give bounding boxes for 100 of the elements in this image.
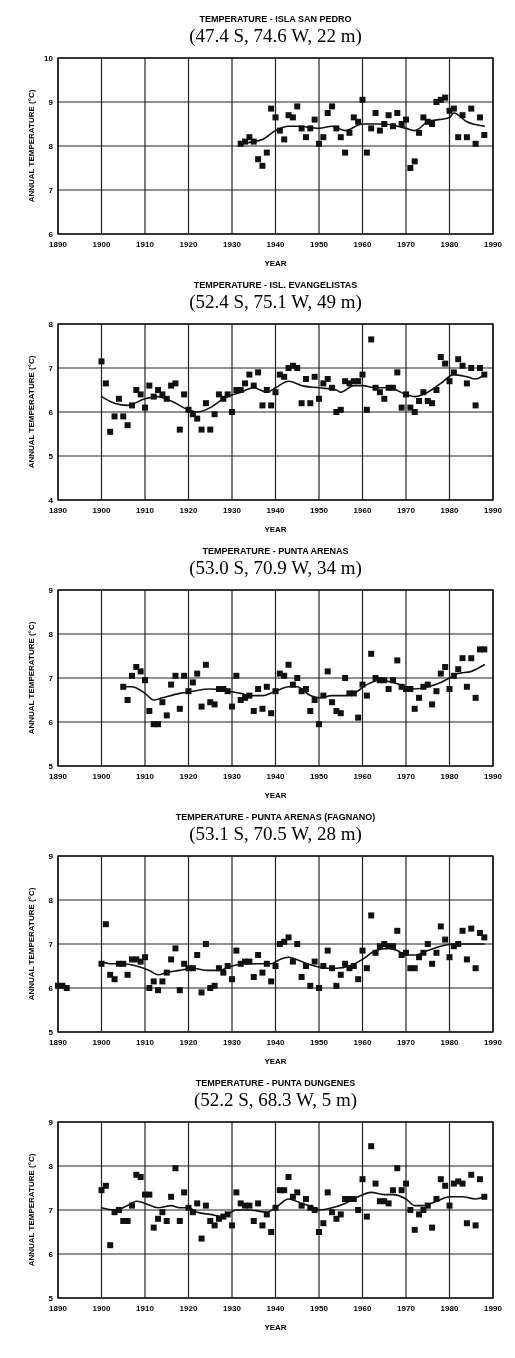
y-tick-label: 8	[48, 1162, 54, 1171]
point	[368, 125, 375, 132]
x-tick-label: 1970	[397, 1038, 416, 1047]
point	[372, 110, 379, 116]
x-tick-label: 1900	[92, 1304, 111, 1313]
x-tick-label: 1900	[92, 1038, 111, 1047]
chart-subtitle: (52.2 S, 68.3 W, 5 m)	[193, 1089, 358, 1111]
y-tick-label: 8	[48, 896, 54, 905]
x-tick-label: 1990	[484, 772, 503, 781]
x-tick-label: 1910	[136, 1304, 155, 1313]
point	[455, 134, 462, 141]
x-tick-label: 1980	[440, 772, 459, 781]
x-tick-label: 1940	[266, 506, 285, 515]
y-tick-label: 6	[48, 1250, 54, 1259]
x-tick-label: 1950	[310, 506, 329, 515]
point	[324, 110, 331, 116]
point	[450, 105, 457, 112]
y-tick-label: 5	[48, 452, 54, 461]
y-tick-label: 9	[48, 852, 54, 861]
x-tick-label: 1930	[223, 772, 242, 781]
y-axis-title: ANNUAL TEMPERATURE (°C)	[27, 355, 36, 469]
y-tick-label: 9	[48, 98, 54, 107]
x-tick-label: 1930	[223, 506, 242, 515]
y-tick-label: 6	[48, 984, 54, 993]
x-tick-label: 1990	[484, 1304, 503, 1313]
x-tick-label: 1970	[397, 1304, 416, 1313]
point	[320, 134, 327, 141]
x-tick-label: 1970	[397, 506, 416, 515]
x-axis-title: YEAR	[264, 1323, 287, 1332]
point	[463, 134, 470, 141]
x-tick-label: 1960	[353, 1304, 372, 1313]
point	[302, 134, 309, 141]
point	[385, 112, 392, 119]
y-tick-label: 7	[48, 364, 54, 373]
x-axis-title: YEAR	[264, 1057, 287, 1066]
x-tick-label: 1990	[484, 240, 503, 249]
x-tick-label: 1920	[179, 772, 198, 781]
point	[394, 110, 401, 116]
x-tick-label: 1940	[266, 1304, 285, 1313]
x-tick-label: 1890	[49, 240, 68, 249]
x-tick-label: 1920	[179, 1304, 198, 1313]
chart-subtitle: (47.4 S, 74.6 W, 22 m)	[189, 25, 362, 47]
point	[411, 158, 418, 165]
point	[416, 129, 423, 136]
point	[311, 116, 318, 123]
point	[376, 127, 383, 134]
y-axis-title: ANNUAL TEMPERATURE (°C)	[27, 89, 36, 203]
y-tick-label: 7	[48, 674, 54, 683]
x-tick-label: 1950	[310, 1304, 329, 1313]
chart-subtitle: (53.1 S, 70.5 W, 28 m)	[189, 823, 362, 845]
x-tick-label: 1920	[179, 240, 198, 249]
y-tick-label: 8	[48, 320, 54, 329]
x-tick-label: 1980	[440, 1304, 459, 1313]
x-tick-label: 1920	[179, 1038, 198, 1047]
x-tick-label: 1980	[440, 506, 459, 515]
y-axis-title: ANNUAL TEMPERATURE (°C)	[27, 887, 36, 1001]
point	[329, 103, 336, 110]
point	[442, 94, 449, 101]
point	[259, 162, 266, 169]
point	[246, 134, 253, 141]
x-tick-label: 1900	[92, 506, 111, 515]
x-tick-label: 1920	[179, 506, 198, 515]
x-tick-label: 1890	[49, 772, 68, 781]
y-tick-label: 6	[48, 408, 54, 417]
y-tick-label: 7	[48, 1206, 54, 1215]
y-tick-label: 7	[48, 186, 54, 195]
y-tick-label: 8	[48, 630, 54, 639]
y-tick-label: 5	[48, 762, 54, 771]
point	[359, 96, 366, 103]
y-axis-title: ANNUAL TEMPERATURE (°C)	[27, 1153, 36, 1267]
x-tick-label: 1910	[136, 1038, 155, 1047]
x-tick-label: 1980	[440, 1038, 459, 1047]
x-tick-label: 1960	[353, 1038, 372, 1047]
y-axis-title: ANNUAL TEMPERATURE (°C)	[27, 621, 36, 735]
x-tick-label: 1940	[266, 1038, 285, 1047]
x-tick-label: 1950	[310, 240, 329, 249]
y-tick-label: 5	[48, 1028, 54, 1037]
chart-title: TEMPERATURE - ISLA SAN PEDRO	[199, 14, 352, 24]
point	[346, 129, 353, 136]
point	[316, 140, 322, 147]
x-tick-label: 1910	[136, 240, 155, 249]
x-tick-label: 1930	[223, 1038, 242, 1047]
point	[407, 165, 414, 171]
x-axis-title: YEAR	[264, 525, 287, 534]
point	[337, 134, 344, 141]
x-tick-label: 1900	[92, 240, 111, 249]
point	[403, 116, 409, 123]
point	[263, 149, 270, 156]
x-tick-label: 1960	[353, 506, 372, 515]
chart-title: TEMPERATURE - PUNTA ARENAS (FAGNANO)	[175, 812, 376, 822]
point	[272, 114, 279, 121]
point	[342, 149, 349, 156]
x-tick-label: 1890	[49, 1038, 68, 1047]
y-tick-label: 8	[48, 142, 54, 151]
x-tick-label: 1930	[223, 240, 242, 249]
point	[268, 105, 275, 112]
chart-title: TEMPERATURE - ISL. EVANGELISTAS	[193, 280, 358, 290]
chart-title: TEMPERATURE - PUNTA ARENAS	[202, 546, 349, 556]
x-tick-label: 1990	[484, 506, 503, 515]
x-tick-label: 1910	[136, 772, 155, 781]
